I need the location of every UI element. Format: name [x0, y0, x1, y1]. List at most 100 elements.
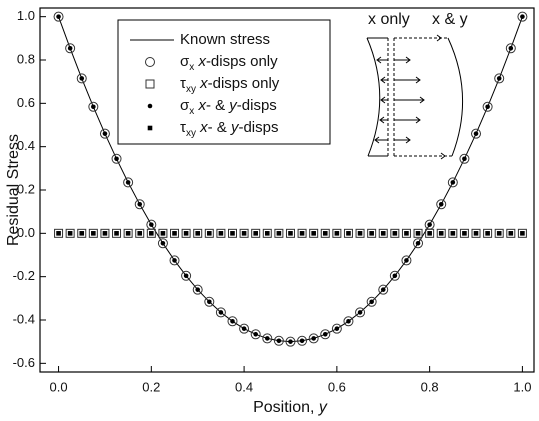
- square-marker: [204, 228, 214, 238]
- dot-marker: [450, 180, 456, 185]
- small-square-marker: [160, 231, 166, 236]
- small-square-marker: [125, 231, 131, 236]
- circle-marker: [401, 255, 412, 266]
- dot-marker: [183, 273, 189, 279]
- circle-marker: [111, 153, 122, 164]
- square-marker: [65, 228, 75, 238]
- circle-marker: [65, 43, 76, 54]
- dot-marker: [438, 202, 444, 207]
- legend-label: τxy x-disps only: [180, 75, 280, 95]
- circle-marker: [494, 73, 505, 84]
- y-tick-label: -0.4: [13, 311, 35, 326]
- square-marker: [170, 228, 180, 238]
- small-square-marker: [230, 231, 235, 236]
- circle-marker: [308, 333, 319, 344]
- annotation: x & y: [432, 11, 468, 28]
- square-marker: [251, 228, 261, 238]
- small-square-marker: [322, 231, 328, 236]
- small-square-marker: [392, 231, 398, 236]
- small-square-marker: [288, 231, 293, 236]
- square-marker: [401, 228, 411, 238]
- dot-marker: [369, 299, 374, 305]
- x-tick-label: 0.8: [421, 379, 439, 394]
- legend-box: [117, 19, 331, 145]
- dot-marker: [207, 299, 212, 305]
- circle-marker: [53, 11, 64, 22]
- square-marker: [239, 228, 249, 238]
- circle-marker: [436, 199, 447, 210]
- dot-marker: [404, 258, 409, 263]
- small-square-marker: [369, 231, 374, 236]
- circle-marker: [88, 101, 99, 112]
- legend-marker: [145, 57, 155, 67]
- circle-marker: [250, 329, 261, 340]
- small-square-marker: [473, 231, 479, 236]
- small-square-marker: [79, 231, 85, 236]
- circle-marker: [123, 177, 134, 188]
- dot-marker: [241, 326, 247, 331]
- square-marker: [425, 228, 435, 238]
- square-marker: [471, 228, 481, 238]
- square-marker: [483, 228, 493, 238]
- circle-marker: [192, 284, 203, 295]
- small-square-marker: [207, 231, 212, 236]
- dot-marker: [195, 287, 201, 292]
- small-square-marker: [508, 231, 514, 236]
- circle-marker: [273, 335, 284, 346]
- small-square-marker: [380, 231, 386, 236]
- legend-label: τxy x- & y-disps: [180, 119, 278, 139]
- circle-marker: [285, 336, 296, 347]
- small-square-marker: [357, 231, 363, 236]
- dot-marker: [462, 156, 467, 162]
- circle-marker: [227, 316, 238, 327]
- circle-marker: [297, 335, 308, 346]
- y-tick-label: -0.6: [13, 355, 35, 370]
- square-marker: [181, 228, 191, 238]
- square-marker: [309, 228, 319, 238]
- circle-marker: [76, 73, 87, 84]
- dot-marker: [322, 332, 328, 337]
- y-tick-label: 0.8: [17, 51, 35, 66]
- dot-marker: [415, 241, 421, 246]
- inset-shape: [366, 37, 381, 157]
- annotation: x only: [368, 11, 410, 28]
- square-marker: [297, 228, 307, 238]
- small-square-marker: [195, 231, 201, 236]
- square-marker: [262, 228, 272, 238]
- dot-marker: [496, 76, 502, 81]
- inset-diagram: [366, 34, 463, 160]
- square-marker: [54, 228, 64, 238]
- small-square-marker: [496, 231, 502, 236]
- dot-marker: [427, 222, 432, 227]
- small-square-marker: [67, 231, 73, 236]
- small-square-marker: [114, 231, 119, 236]
- square-marker: [390, 228, 400, 238]
- square-marker: [343, 228, 353, 238]
- x-tick-label: 1.0: [513, 379, 531, 394]
- dot-marker: [230, 319, 235, 324]
- x-tick-label: 0.2: [142, 379, 160, 394]
- square-marker: [494, 228, 504, 238]
- dot-marker: [346, 319, 351, 324]
- square-marker: [413, 228, 423, 238]
- circle-marker: [517, 11, 528, 22]
- square-marker: [193, 228, 203, 238]
- dot-marker: [485, 104, 490, 110]
- dot-marker: [67, 46, 73, 51]
- legend-marker: [145, 79, 155, 89]
- inset-shape: [447, 37, 463, 157]
- y-tick-label: -0.2: [13, 268, 35, 283]
- legend-label: σx x-disps only: [180, 53, 278, 73]
- dot-marker: [299, 338, 305, 344]
- y-tick-label: 0.4: [17, 138, 35, 153]
- circle-marker: [215, 307, 226, 318]
- small-square-marker: [415, 231, 421, 236]
- circle-marker: [343, 316, 354, 327]
- dot-marker: [137, 202, 143, 207]
- small-square-marker: [438, 231, 444, 236]
- dot-marker: [392, 273, 398, 279]
- circle-marker: [413, 238, 424, 249]
- small-square-marker: [485, 231, 490, 236]
- dot-marker: [172, 258, 177, 263]
- circle-marker: [389, 270, 400, 281]
